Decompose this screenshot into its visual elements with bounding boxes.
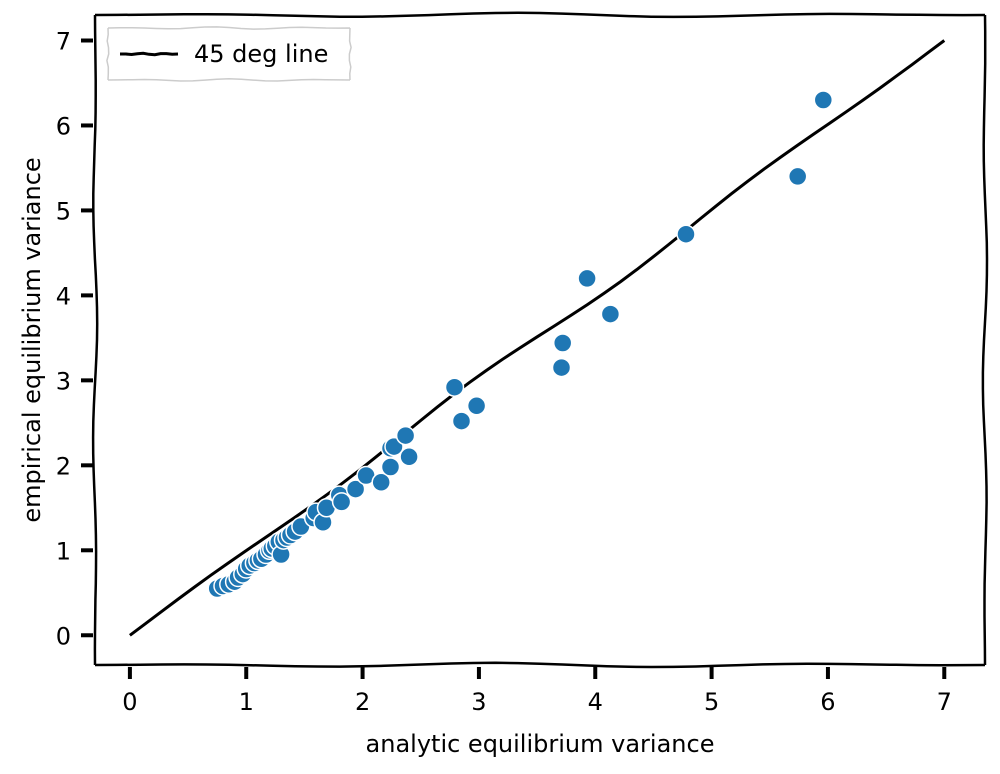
data-point <box>380 457 401 477</box>
data-point <box>466 396 487 416</box>
y-tick-label: 4 <box>56 282 71 310</box>
plot-frame <box>91 11 989 669</box>
y-tick-label: 3 <box>56 367 71 395</box>
y-tick-label: 6 <box>56 112 71 140</box>
data-point <box>552 333 573 353</box>
x-tick-label: 7 <box>937 688 952 716</box>
frame-right <box>981 14 989 666</box>
legend: 45 deg line <box>106 26 352 82</box>
x-tick-label: 6 <box>820 688 835 716</box>
y-tick-label: 7 <box>56 27 71 55</box>
x-tick-label: 4 <box>588 688 603 716</box>
data-point <box>371 472 391 493</box>
data-point <box>551 357 572 378</box>
data-point <box>399 447 419 467</box>
x-tick-label: 3 <box>471 688 486 716</box>
y-tick-label: 5 <box>56 197 71 225</box>
legend-entry-label: 45 deg line <box>194 40 328 68</box>
data-point <box>600 304 621 324</box>
data-point <box>787 166 808 187</box>
x-tick-label: 2 <box>355 688 370 716</box>
x-axis-label: analytic equilibrium variance <box>366 730 715 758</box>
data-point <box>577 268 597 289</box>
y-tick-label: 2 <box>56 452 71 480</box>
x-tick-label: 1 <box>239 688 254 716</box>
series-line-45-deg <box>129 39 946 637</box>
data-point <box>813 90 834 110</box>
y-tick-label: 1 <box>56 537 71 565</box>
frame-left <box>91 14 99 666</box>
data-point <box>331 492 352 512</box>
frame-bottom <box>94 661 986 669</box>
legend-box <box>106 26 352 82</box>
frame-top <box>94 11 986 19</box>
data-point <box>345 479 366 499</box>
x-tick-label: 0 <box>122 688 137 716</box>
y-axis-label: empirical equilibrium variance <box>18 157 46 522</box>
y-tick-label: 0 <box>56 622 71 650</box>
data-point <box>444 377 465 397</box>
data-point <box>676 224 696 244</box>
legend-line-swatch <box>120 51 179 57</box>
x-tick-label: 5 <box>704 688 719 716</box>
data-point <box>451 411 472 431</box>
axis-ticks: 0 1 2 3 4 5 6 7 0 1 2 3 4 5 6 7 <box>56 27 952 716</box>
series <box>129 39 946 637</box>
data-point <box>395 425 416 446</box>
